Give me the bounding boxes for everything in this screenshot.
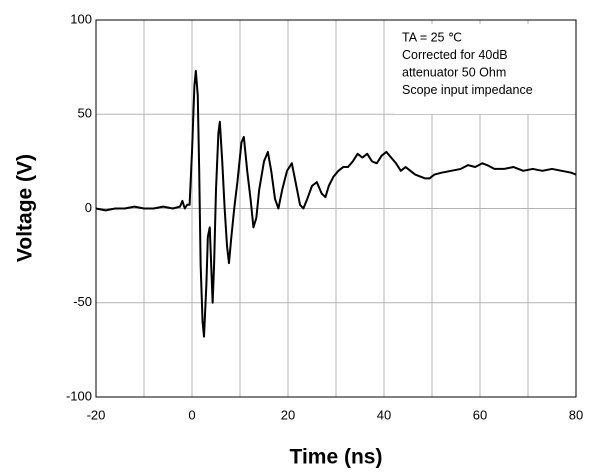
annotation-text: Scope input impedance — [402, 83, 533, 97]
y-tick-label: -100 — [66, 388, 92, 403]
x-tick-label: 40 — [377, 407, 391, 422]
data-line — [95, 69, 577, 338]
y-tick-label: -50 — [73, 294, 92, 309]
annotation-text: TA = 25 ℃ — [402, 30, 462, 44]
plot-frame — [95, 19, 577, 398]
x-axis-title: Time (ns) — [290, 446, 383, 469]
x-tick-label: 60 — [473, 407, 487, 422]
annotation-box — [394, 24, 575, 114]
y-tick-label: 0 — [85, 200, 92, 215]
annotation-text: attenuator 50 Ohm — [402, 65, 506, 79]
y-tick-label: 100 — [70, 11, 92, 26]
x-tick-label: 20 — [281, 407, 295, 422]
annotation-text: Corrected for 40dB — [402, 48, 508, 62]
x-tick-label: 80 — [569, 407, 583, 422]
y-tick-label: 50 — [78, 106, 92, 121]
x-tick-label: -20 — [87, 407, 106, 422]
x-tick-label: 0 — [188, 407, 195, 422]
y-axis-title: Voltage (V) — [14, 154, 37, 262]
